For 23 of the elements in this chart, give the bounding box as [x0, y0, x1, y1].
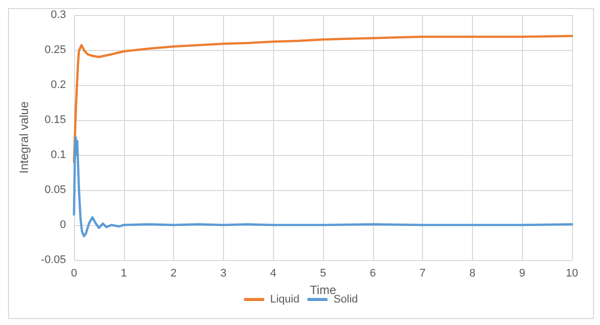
- x-tick-label: 0: [70, 268, 78, 280]
- x-tick-label: 2: [170, 268, 177, 280]
- line-series: [72, 34, 574, 164]
- y-tick-label: 0.25: [44, 44, 66, 56]
- y-tick-label: 0.15: [44, 114, 66, 126]
- y-tick-label: 0.1: [50, 149, 66, 161]
- y-tick-label: 0: [60, 219, 66, 231]
- x-tick-label: 3: [220, 268, 226, 280]
- y-axis-title: Integral value: [17, 101, 32, 174]
- x-tick-label: 7: [420, 268, 426, 280]
- x-tick-label: 8: [469, 268, 476, 280]
- y-tick-label: 0.2: [50, 79, 66, 91]
- x-tick-label: 10: [566, 268, 578, 280]
- legend-label: Liquid: [270, 294, 300, 306]
- x-tick-label: 1: [120, 268, 127, 280]
- line-series: [72, 136, 574, 238]
- x-tick-label: 9: [519, 268, 526, 280]
- y-tick-label: 0.3: [50, 9, 66, 21]
- y-tick-label: 0.05: [44, 184, 66, 196]
- x-tick-label: 5: [320, 268, 326, 280]
- x-tick-label: 4: [270, 268, 276, 280]
- y-tick-label: -0.05: [40, 254, 66, 266]
- x-tick-label: 6: [370, 268, 376, 280]
